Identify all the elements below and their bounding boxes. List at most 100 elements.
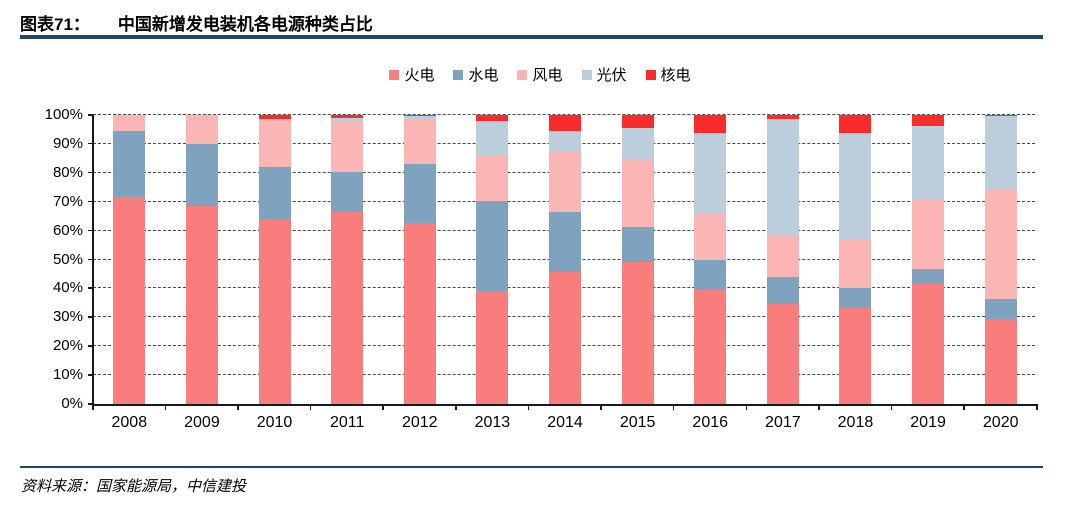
legend-item-hydro: 水电: [453, 64, 498, 85]
x-axis-label-2017: 2017: [765, 414, 801, 431]
bar-segment-wind-2019: [912, 199, 945, 270]
legend-item-wind: 风电: [517, 64, 563, 85]
bar-segment-thermal-2011: [331, 211, 364, 404]
y-axis-label-80: 80%: [52, 163, 83, 181]
bar-segment-thermal-2016: [694, 289, 727, 404]
x-axis-label-2012: 2012: [401, 414, 438, 431]
legend-label-thermal: 火电: [404, 67, 435, 84]
bar-segment-nuclear-2012: [403, 115, 436, 117]
bar-segment-hydro-2009: [185, 143, 218, 207]
y-tick-80: [88, 171, 93, 174]
x-tick-3: [309, 404, 312, 410]
legend-label-solar: 光伏: [596, 67, 627, 84]
legend-swatch-thermal: [389, 69, 400, 80]
x-tick-9: [745, 404, 748, 410]
bar-segment-nuclear-2010: [258, 115, 291, 119]
y-tick-70: [88, 200, 93, 203]
bar-2009: [185, 115, 218, 404]
x-axis-label-2009: 2009: [184, 414, 220, 431]
y-tick-100: [88, 114, 93, 116]
bar-segment-hydro-2011: [331, 172, 364, 212]
bar-2018: [839, 115, 872, 404]
bar-segment-hydro-2016: [694, 260, 727, 290]
bar-segment-hydro-2015: [621, 227, 654, 262]
bar-segment-solar-2020: [984, 116, 1017, 189]
bar-segment-thermal-2018: [839, 308, 872, 404]
chart-legend: 火电 水电 风电 光伏 核电: [0, 64, 1080, 85]
y-tick-20: [88, 345, 93, 347]
bar-segment-nuclear-2013: [476, 115, 509, 122]
x-axis-label-2019: 2019: [910, 414, 946, 431]
y-tick-10: [88, 374, 93, 376]
x-tick-7: [600, 404, 602, 410]
bar-2014: [549, 115, 581, 404]
bar-segment-wind-2015: [621, 158, 654, 228]
bar-segment-solar-2018: [839, 133, 872, 239]
header-rule: [20, 35, 1043, 39]
y-tick-0: [88, 403, 93, 405]
bar-segment-thermal-2019: [912, 282, 945, 404]
footer-rule: [20, 466, 1043, 468]
bar-segment-solar-2019: [912, 126, 945, 200]
bar-segment-wind-2018: [839, 238, 872, 289]
bar-segment-hydro-2012: [403, 164, 436, 224]
legend-item-thermal: 火电: [389, 64, 434, 85]
x-axis-label-2015: 2015: [619, 414, 656, 431]
x-axis-label-2010: 2010: [256, 414, 293, 431]
bar-segment-wind-2013: [476, 155, 509, 201]
y-axis-label-50: 50%: [52, 250, 83, 268]
bar-2017: [766, 115, 799, 404]
x-axis: [92, 404, 1037, 406]
x-tick-10: [818, 404, 820, 410]
bar-segment-nuclear-2011: [331, 115, 364, 119]
figure-title: 中国新增发电装机各电源种类占比: [117, 15, 373, 34]
x-axis-label-2013: 2013: [474, 414, 511, 431]
bar-2015: [621, 115, 654, 404]
legend-item-solar: 光伏: [581, 64, 627, 85]
bar-2012: [403, 115, 436, 404]
y-axis-label-30: 30%: [52, 308, 83, 326]
bar-segment-solar-2015: [621, 128, 654, 159]
bar-segment-wind-2016: [694, 214, 727, 261]
bar-segment-hydro-2013: [476, 200, 509, 292]
x-tick-5: [455, 404, 457, 410]
x-axis-label-2008: 2008: [111, 414, 148, 431]
bar-segment-hydro-2018: [839, 288, 872, 309]
bar-segment-solar-2017: [766, 119, 799, 235]
bar-segment-thermal-2020: [984, 318, 1017, 404]
legend-swatch-hydro: [453, 69, 464, 80]
bar-segment-nuclear-2014: [549, 115, 581, 131]
bar-segment-wind-2009: [185, 115, 218, 144]
bar-segment-hydro-2020: [984, 299, 1017, 319]
bar-segment-hydro-2019: [912, 269, 945, 283]
bar-segment-wind-2014: [549, 151, 581, 212]
bar-segment-wind-2010: [258, 118, 291, 168]
y-tick-90: [88, 142, 93, 145]
x-tick-11: [890, 404, 893, 410]
x-axis-label-2016: 2016: [692, 414, 729, 431]
bar-2020: [984, 115, 1017, 404]
y-axis-label-0: 0%: [61, 395, 83, 412]
bar-segment-wind-2020: [984, 189, 1017, 300]
bar-segment-hydro-2014: [549, 211, 581, 272]
legend-label-nuclear: 核电: [660, 67, 691, 84]
bar-segment-solar-2014: [549, 130, 581, 152]
bar-segment-wind-2011: [331, 122, 364, 173]
y-axis-label-10: 10%: [52, 366, 83, 384]
bar-segment-nuclear-2016: [694, 115, 727, 133]
bar-segment-thermal-2009: [185, 206, 218, 404]
bar-segment-thermal-2012: [403, 223, 436, 404]
y-axis-label-20: 20%: [52, 337, 83, 355]
x-tick-8: [672, 404, 675, 410]
bar-segment-nuclear-2015: [621, 115, 654, 129]
legend-label-wind: 风电: [532, 67, 563, 84]
x-tick-0: [92, 404, 94, 410]
bar-2016: [694, 115, 727, 404]
bar-2010: [258, 115, 291, 404]
y-axis-label-60: 60%: [52, 221, 83, 239]
y-axis-label-90: 90%: [52, 134, 83, 152]
bar-segment-wind-2017: [766, 234, 799, 278]
y-tick-30: [88, 316, 93, 318]
bar-segment-nuclear-2019: [912, 115, 945, 127]
